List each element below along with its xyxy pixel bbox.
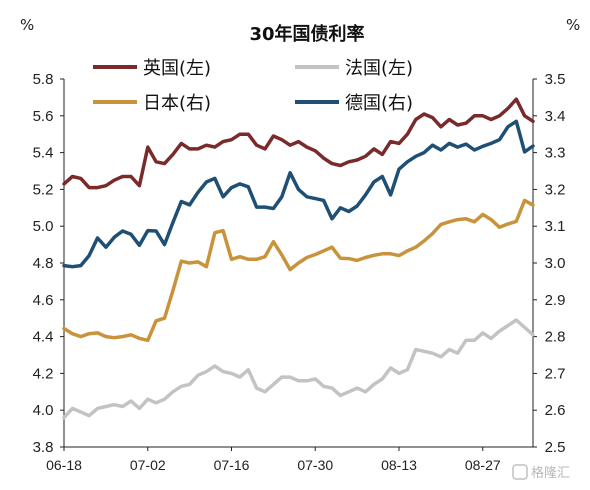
series-line-japan [62,198,535,343]
watermark-text: 格隆汇 [531,465,570,481]
right-tick-label: 2.9 [545,292,566,309]
right-tick-label: 3.1 [545,218,566,235]
right-tick-label: 2.6 [545,402,566,419]
left-tick-label: 5.6 [33,108,54,125]
right-tick-label: 2.5 [545,439,566,456]
right-tick-label: 2.8 [545,329,566,346]
x-tick-label: 07-30 [297,457,333,473]
axes: 3.8 4.0 4.2 4.4 4.6 4.8 5.0 5.2 5.4 5.6 5.8 2.5 2.6 2… [33,71,566,473]
left-tick-label: 4.6 [33,292,54,309]
left-tick-label: 4.8 [33,255,54,272]
chart-title: 30年国债利率 [249,23,364,45]
series-line-france [62,318,535,420]
left-tick-label: 5.0 [33,218,54,235]
left-tick-label: 4.0 [33,402,54,419]
right-tick-label: 3.4 [545,108,566,125]
x-tick-label: 07-16 [214,457,250,473]
left-tick-label: 5.8 [33,71,54,88]
right-axis-unit: % [566,16,580,34]
legend-label-japan: 日本(右) [143,93,211,114]
x-tick-label: 08-27 [465,457,501,473]
right-tick-label: 2.7 [545,365,566,382]
x-tick-label: 06-18 [46,457,82,473]
left-tick-label: 3.8 [33,439,54,456]
right-tick-label: 3.2 [545,181,566,198]
left-tick-label: 5.2 [33,181,54,198]
watermark: 格隆汇 [512,464,570,481]
right-tick-label: 3.5 [545,71,566,88]
legend-label-france: 法国(左) [345,58,413,79]
series-line-uk [62,97,535,190]
x-tick-label: 08-13 [381,457,417,473]
left-axis-unit: % [20,16,34,34]
x-tick-label: 07-02 [130,457,166,473]
left-tick-label: 5.4 [33,145,54,162]
left-tick-label: 4.2 [33,365,54,382]
legend: 英国(左) 法国(左) 日本(右) 德国(右) [93,58,413,114]
series-group [62,97,535,420]
right-tick-label: 3.0 [545,255,566,272]
right-tick-label: 3.3 [545,145,566,162]
left-tick-label: 4.4 [33,329,54,346]
legend-label-germany: 德国(右) [345,93,413,114]
series-line-germany [62,119,535,269]
watermark-logo-icon [512,464,528,480]
legend-label-uk: 英国(左) [143,58,211,79]
